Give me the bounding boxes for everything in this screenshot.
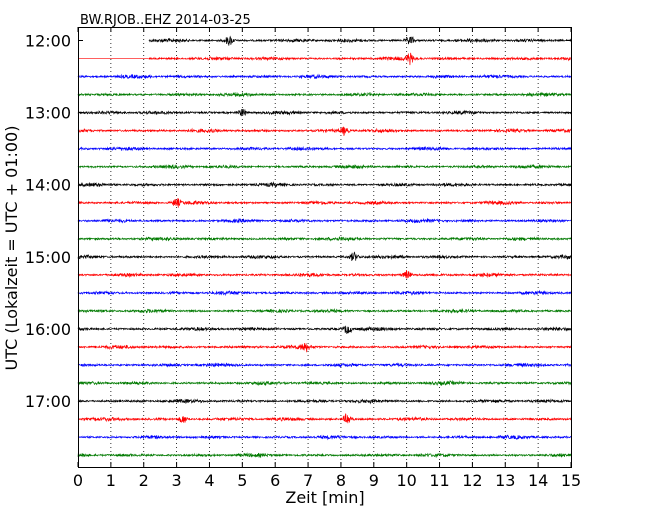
x-tick-label-5: 5 xyxy=(237,471,247,490)
trace-line-1 xyxy=(148,52,572,66)
x-tick-label-12: 12 xyxy=(462,471,482,490)
x-tick-label-15: 15 xyxy=(561,471,581,490)
x-tick-label-11: 11 xyxy=(429,471,449,490)
x-tick-label-3: 3 xyxy=(172,471,182,490)
y-tick-label-0: 12:00 xyxy=(25,32,71,51)
trace-line-21 xyxy=(77,413,572,424)
trace-line-11 xyxy=(77,235,572,242)
trace-line-4 xyxy=(77,108,572,117)
x-tick-label-13: 13 xyxy=(495,471,515,490)
trace-line-22 xyxy=(77,434,572,441)
trace-line-16 xyxy=(77,325,572,335)
x-tick-label-0: 0 xyxy=(73,471,83,490)
trace-line-19 xyxy=(77,380,572,387)
trace-line-3 xyxy=(77,91,572,98)
y-tick-label-2: 14:00 xyxy=(25,176,71,195)
trace-line-23 xyxy=(77,452,572,459)
trace-line-20 xyxy=(77,398,572,405)
trace-line-6 xyxy=(77,145,572,152)
trace-line-9 xyxy=(77,198,572,208)
trace-line-13 xyxy=(77,269,572,280)
trace-line-0 xyxy=(148,35,572,46)
x-tick-label-10: 10 xyxy=(396,471,416,490)
y-tick-label-5: 17:00 xyxy=(25,392,71,411)
y-tick-label-4: 16:00 xyxy=(25,320,71,339)
trace-line-18 xyxy=(77,362,572,368)
seismic-traces xyxy=(77,35,572,459)
trace-line-2 xyxy=(77,73,572,80)
trace-line-12 xyxy=(77,251,572,261)
x-tick-label-4: 4 xyxy=(204,471,214,490)
x-tick-label-8: 8 xyxy=(336,471,346,490)
y-tick-label-1: 13:00 xyxy=(25,104,71,123)
x-axis-label: Zeit [min] xyxy=(285,488,364,507)
trace-line-7 xyxy=(77,163,572,170)
trace-line-14 xyxy=(77,289,572,297)
plot-frame xyxy=(78,27,572,468)
axis-ticks: 0 1 2 3 4 5 6 7 8 9 10 11 12 13 14 1512:0013:0014:0015:… xyxy=(25,27,581,490)
chart-title: BW.RJOB..EHZ 2014-03-25 xyxy=(80,13,251,28)
x-tick-label-14: 14 xyxy=(528,471,548,490)
trace-line-15 xyxy=(77,307,572,314)
trace-line-17 xyxy=(77,342,572,353)
trace-line-10 xyxy=(77,217,572,224)
y-axis-label: UTC (Lokalzeit = UTC + 01:00) xyxy=(2,126,21,371)
x-tick-label-7: 7 xyxy=(303,471,313,490)
trace-line-8 xyxy=(77,181,572,188)
grid-lines xyxy=(110,27,539,467)
x-tick-label-6: 6 xyxy=(270,471,280,490)
y-tick-label-3: 15:00 xyxy=(25,248,71,267)
x-tick-label-9: 9 xyxy=(369,471,379,490)
x-tick-label-2: 2 xyxy=(139,471,149,490)
trace-line-5 xyxy=(77,126,572,136)
x-tick-label-1: 1 xyxy=(106,471,116,490)
